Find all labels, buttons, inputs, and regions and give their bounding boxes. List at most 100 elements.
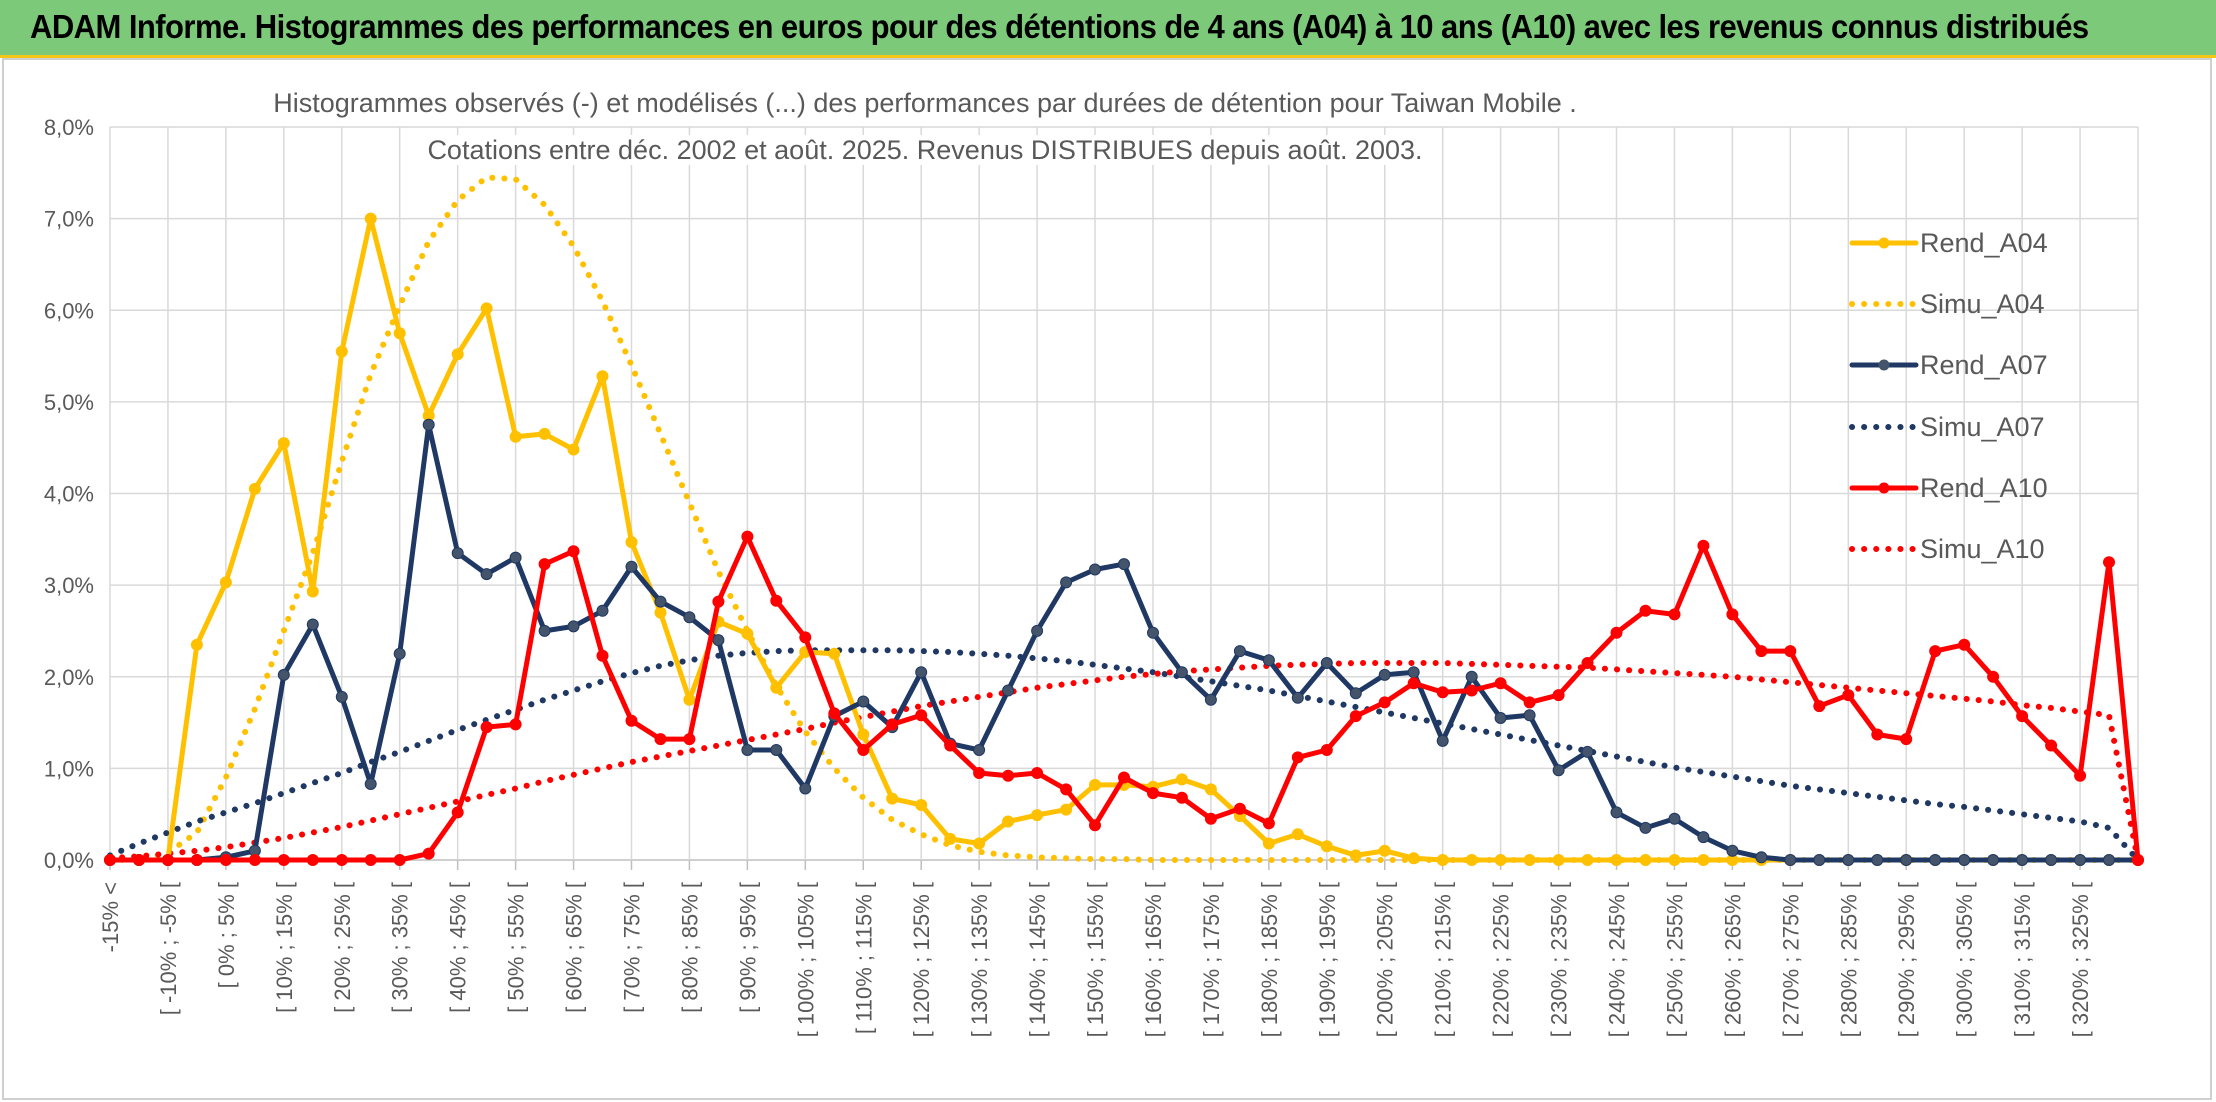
data-point (335, 690, 348, 703)
data-point (1204, 812, 1217, 825)
series-rend-a07 (104, 418, 2144, 866)
legend-label: Simu_A07 (1920, 411, 2045, 442)
data-point (1987, 670, 2000, 683)
data-point (596, 649, 609, 662)
data-point (364, 854, 377, 866)
y-tick-label: 2,0% (44, 665, 94, 690)
data-point (1523, 696, 1536, 709)
data-point (2045, 854, 2058, 866)
data-point (393, 854, 406, 866)
data-point (973, 837, 986, 850)
data-point (393, 647, 406, 660)
data-point (1031, 809, 1044, 822)
legend-label: Simu_A10 (1920, 533, 2045, 564)
data-point (451, 806, 464, 819)
y-tick-label: 5,0% (44, 390, 94, 415)
data-point (1987, 854, 2000, 866)
x-tick-label: [ 80% ; 85% [ (677, 882, 702, 1013)
data-point (654, 733, 667, 746)
y-tick-label: 0,0% (44, 848, 94, 873)
chart-grid (109, 126, 2139, 861)
chart-labels: 0,0% 1,0% 2,0% 3,0% 4,0% 5,0% 6,0% 7,0% 8,0% -15%… (44, 115, 2093, 1037)
legend-swatch (1849, 359, 1919, 371)
data-point (828, 647, 841, 660)
data-point (741, 744, 754, 756)
data-point (104, 854, 116, 866)
data-point (1147, 626, 1159, 639)
x-tick-label: [ -10% ; -5% [ (156, 882, 181, 1015)
data-point (1668, 854, 1681, 866)
x-tick-label: [ 220% ; 225% [ (1489, 882, 1514, 1037)
data-point (277, 437, 290, 450)
data-point (509, 551, 522, 564)
data-point (1581, 745, 1594, 758)
data-point (1697, 539, 1710, 552)
data-point (1060, 803, 1073, 816)
legend-label: Rend_A07 (1920, 350, 2048, 381)
y-tick-label: 3,0% (44, 573, 94, 598)
x-tick-label: [ 20% ; 25% [ (330, 882, 355, 1013)
data-point (1002, 769, 1015, 782)
x-tick-label: [ 110% ; 115% [ (851, 882, 876, 1034)
data-point (1002, 815, 1015, 828)
x-tick-label: [ 170% ; 175% [ (1199, 882, 1224, 1037)
data-point (1407, 852, 1420, 865)
data-point (422, 418, 435, 431)
x-tick-label: [ 240% ; 245% [ (1605, 882, 1630, 1037)
series-simu-a04 (107, 174, 2141, 863)
x-tick-label: [ 10% ; 15% [ (272, 882, 297, 1013)
data-point (1958, 854, 1971, 866)
x-tick-label: [ 60% ; 65% [ (562, 882, 587, 1013)
data-point (1175, 791, 1188, 804)
data-point (1204, 783, 1217, 796)
data-point (1755, 851, 1768, 864)
data-point (364, 212, 377, 225)
data-point (1031, 624, 1044, 637)
series-line (107, 647, 2141, 863)
data-point (712, 634, 725, 647)
data-point (1900, 854, 1913, 866)
data-point (1349, 849, 1362, 862)
data-point (654, 595, 667, 608)
data-point (1523, 709, 1536, 722)
series-rend-a10 (104, 530, 2144, 866)
data-point (1060, 783, 1073, 796)
legend-swatch (1849, 237, 1919, 249)
data-point (1581, 657, 1594, 669)
series-line (107, 174, 2141, 863)
data-point (1523, 854, 1536, 866)
data-point (1697, 854, 1710, 866)
data-point (1668, 812, 1681, 825)
data-point (973, 767, 986, 779)
chart-series (104, 174, 2144, 866)
data-point (2103, 556, 2115, 569)
legend-label: Simu_A04 (1920, 289, 2045, 320)
data-point (480, 721, 493, 734)
x-tick-label: [ 280% ; 285% [ (1836, 882, 1861, 1037)
data-point (1639, 821, 1652, 834)
data-point (1436, 734, 1449, 747)
legend-item: Rend_A10 (1848, 473, 2148, 534)
data-point (364, 778, 377, 790)
data-point (799, 782, 812, 795)
data-point (857, 744, 870, 756)
data-point (1291, 691, 1304, 704)
data-point (538, 427, 551, 440)
data-point (944, 739, 957, 752)
data-point (654, 606, 667, 619)
data-point (1842, 689, 1855, 702)
data-point (2074, 769, 2087, 782)
x-tick-label: [ 70% ; 75% [ (619, 882, 644, 1013)
x-tick-label: [ 100% ; 105% [ (793, 882, 818, 1037)
data-point (306, 585, 319, 598)
y-tick-label: 1,0% (44, 756, 94, 781)
data-point (770, 594, 783, 607)
data-point (1581, 854, 1594, 866)
data-point (1349, 687, 1362, 700)
data-point (857, 728, 870, 741)
data-point (1610, 806, 1623, 819)
data-point (567, 443, 580, 456)
data-point (219, 854, 232, 866)
legend-item: Simu_A04 (1848, 289, 2148, 350)
y-tick-label: 8,0% (44, 115, 94, 140)
